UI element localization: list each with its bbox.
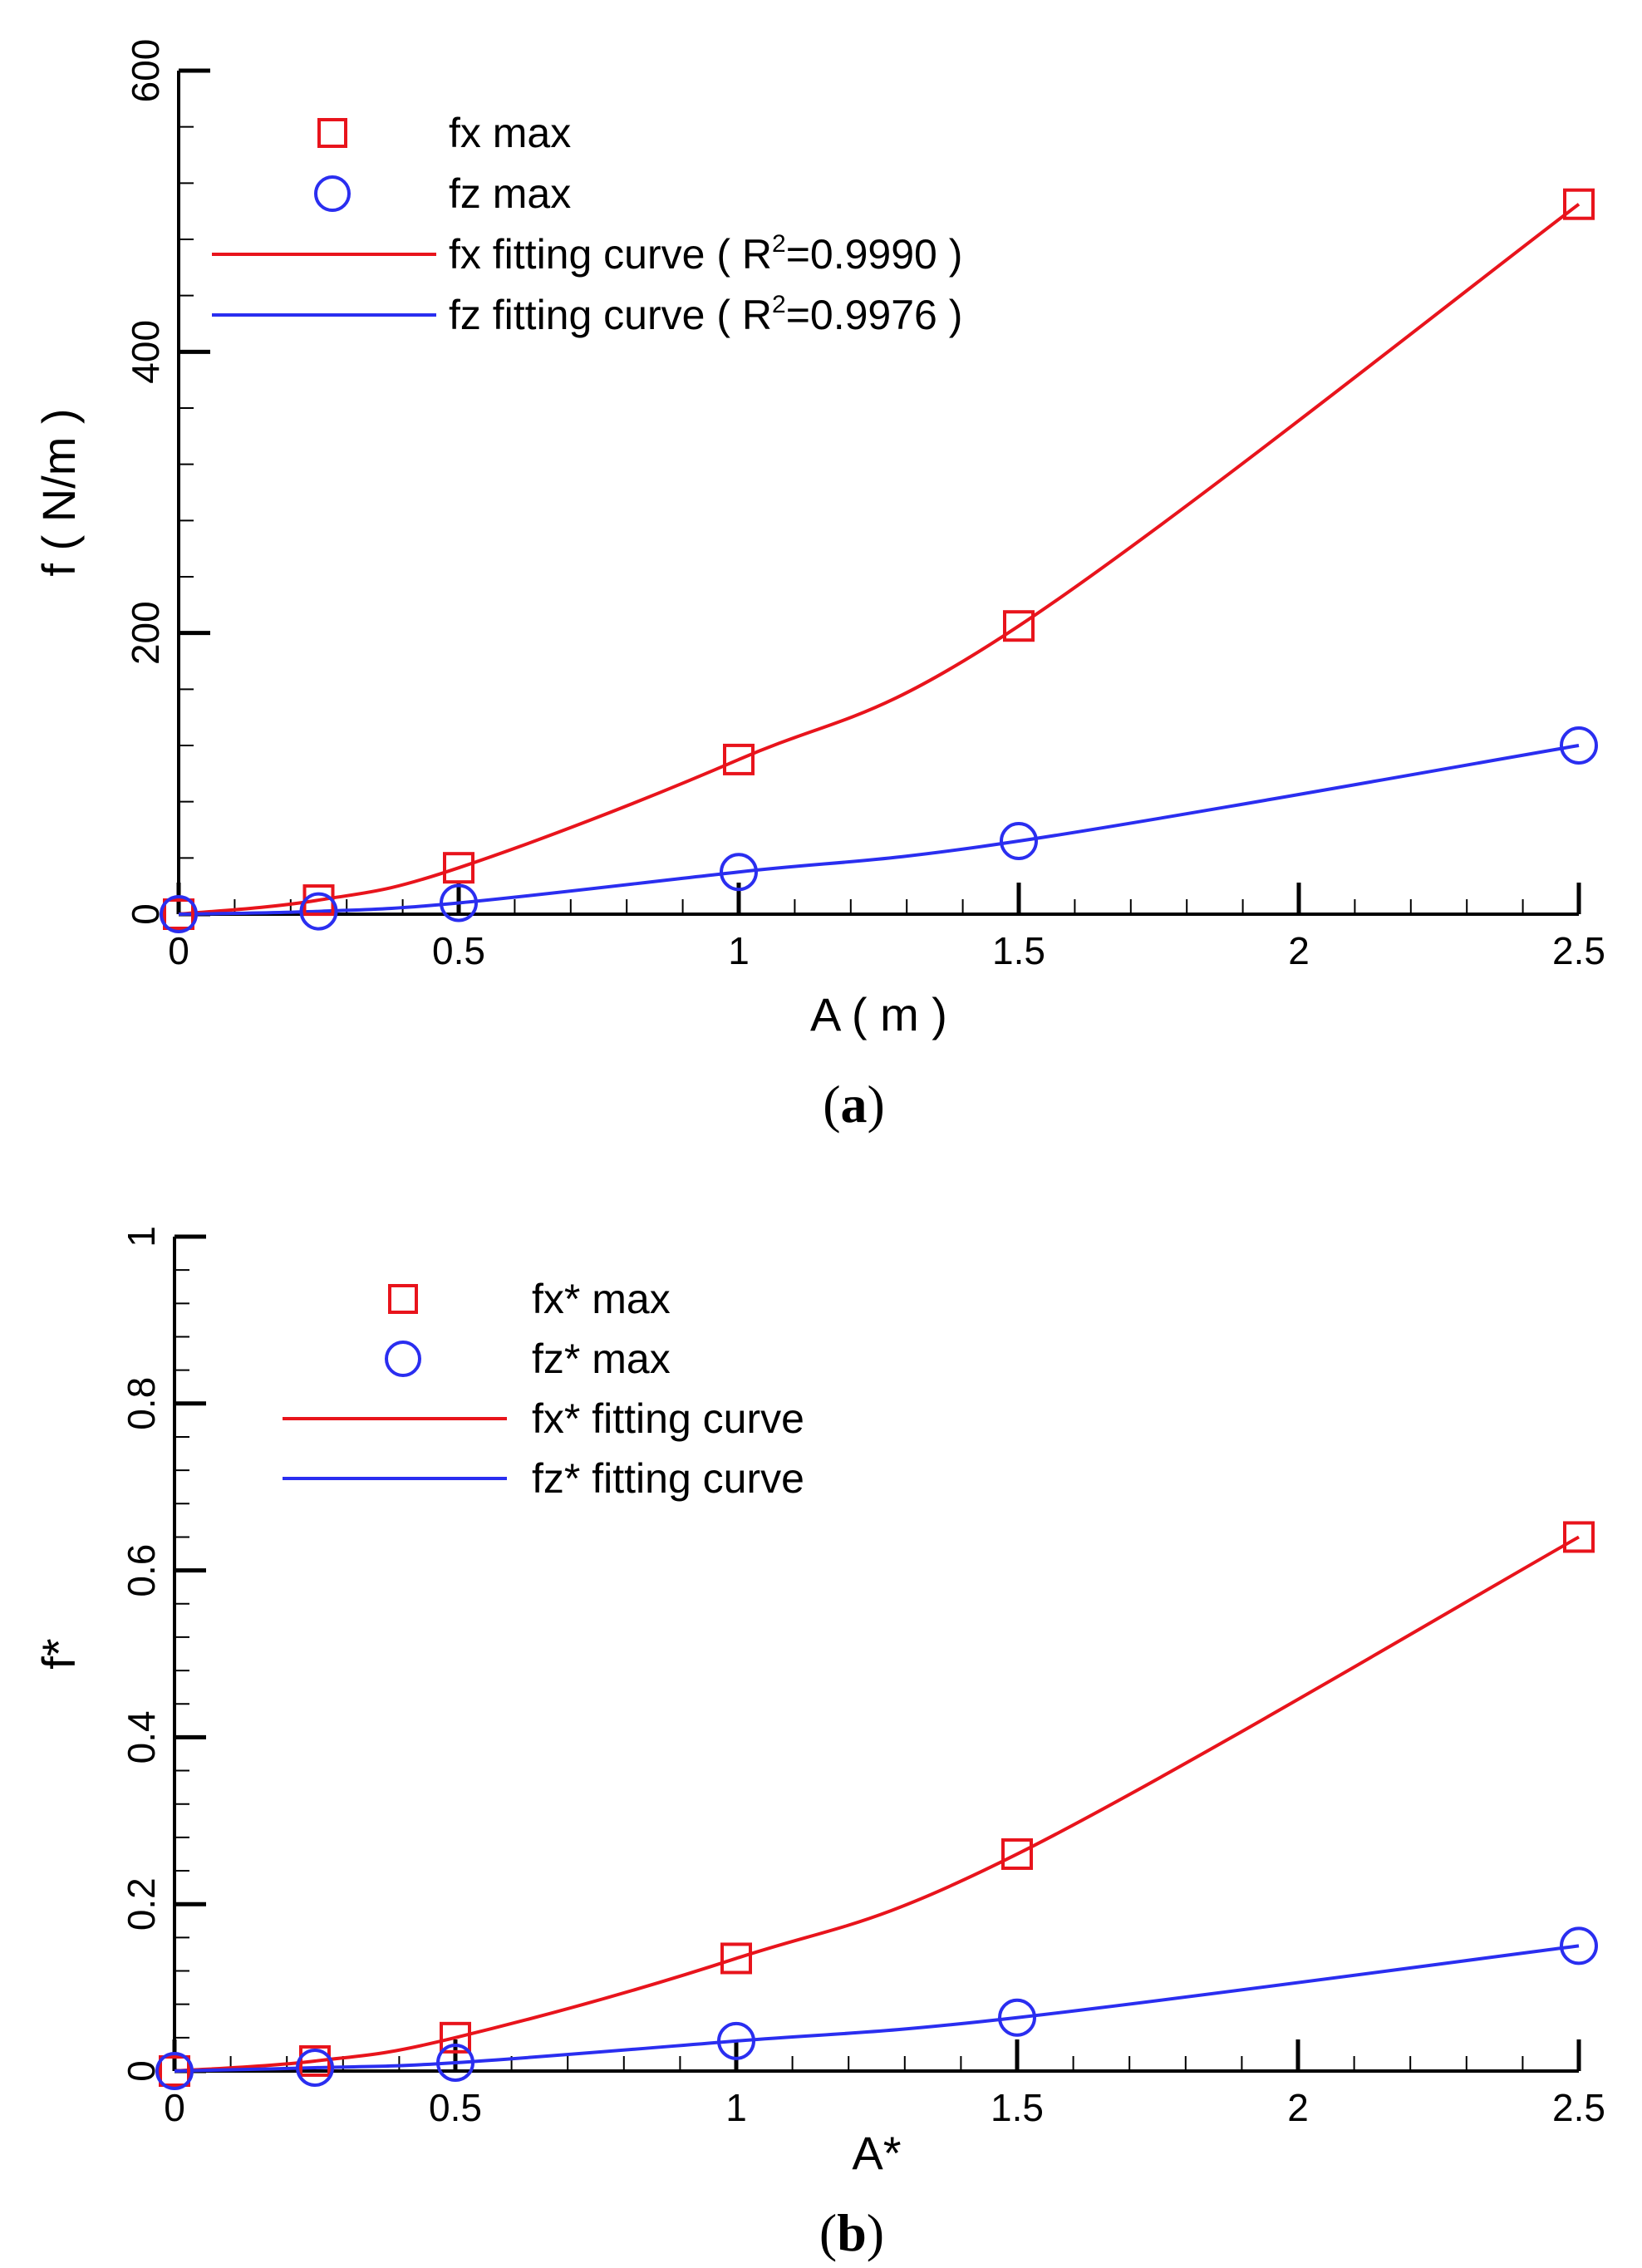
data-point-circle xyxy=(160,895,198,933)
legend-label: fx* max xyxy=(532,1276,671,1322)
y-tick-label: 600 xyxy=(124,39,167,103)
data-point-circle xyxy=(299,892,338,931)
x-axis-title: A ( m ) xyxy=(810,988,947,1041)
data-point-circle xyxy=(717,2021,755,2060)
panel-b-chart: 0 0.5 1 1.5 2 2.500.20.40.60.81A*f*fx* maxfz*… xyxy=(32,1226,1605,2262)
x-tick-label: 1.5 xyxy=(992,929,1045,972)
x-tick-label: 0.5 xyxy=(429,2086,482,2129)
legend-label: fz fitting curve ( R2=0.9976 ) xyxy=(449,291,962,338)
x-tick-label: 0 xyxy=(168,929,189,972)
data-point-circle xyxy=(155,2052,194,2090)
x-tick-label: 2 xyxy=(1288,929,1310,972)
x-tick-label: 1.5 xyxy=(991,2086,1044,2129)
data-point-square xyxy=(440,2021,471,2054)
x-tick-label: 2.5 xyxy=(1552,929,1605,972)
legend: fx* max fz* max fx* fitting curve fz* fitti… xyxy=(283,1276,804,1502)
legend-label: fz* fitting curve xyxy=(532,1455,804,1502)
y-tick-label: 200 xyxy=(124,601,167,665)
y-tick-label: 1 xyxy=(120,1226,163,1247)
data-point-square xyxy=(723,743,755,775)
data-point-circle xyxy=(1560,1926,1598,1965)
legend-label: fz max xyxy=(449,170,571,217)
x-axis-title: A* xyxy=(852,2127,901,2179)
data-point-circle xyxy=(720,853,758,892)
data-point-square xyxy=(720,1942,752,1975)
panel-caption: (b) xyxy=(819,2203,884,2262)
data-point-square xyxy=(1001,1838,1033,1870)
x-tick-label: 0 xyxy=(164,2086,185,2129)
data-point-circle xyxy=(440,883,478,922)
data-point-square xyxy=(1563,1521,1595,1553)
data-point-square xyxy=(159,2055,190,2087)
legend-square-marker xyxy=(388,1284,418,1314)
x-tick-label: 1 xyxy=(728,929,750,972)
legend: fx max fz max fx fitting curve ( R2=0.9990… xyxy=(212,110,962,338)
data-point-circle xyxy=(436,2043,474,2082)
x-tick-label: 2 xyxy=(1287,2086,1309,2129)
legend-label: fz* max xyxy=(532,1336,671,1382)
legend-label: fx max xyxy=(449,110,571,156)
y-tick-label: 0.2 xyxy=(120,1877,163,1931)
data-point-circle xyxy=(1000,822,1038,861)
data-point-square xyxy=(299,2044,331,2077)
series-line-fx xyxy=(174,1535,1580,2073)
y-axis-title: f ( N/m ) xyxy=(32,408,85,576)
y-tick-label: 0.4 xyxy=(120,1710,163,1764)
x-tick-label: 0.5 xyxy=(432,929,485,972)
legend-label: fx fitting curve ( R2=0.9990 ) xyxy=(449,230,962,278)
y-tick-label: 0.6 xyxy=(120,1544,163,1597)
legend-circle-marker xyxy=(314,175,351,212)
y-tick-label: 400 xyxy=(124,320,167,384)
y-tick-label: 0.8 xyxy=(120,1377,163,1430)
data-point-circle xyxy=(296,2048,334,2087)
data-point-circle xyxy=(998,1998,1036,2037)
x-tick-label: 2.5 xyxy=(1552,2086,1605,2129)
panel-caption: (a) xyxy=(823,1075,885,1134)
data-point-square xyxy=(1003,610,1035,642)
data-point-square xyxy=(1563,188,1595,220)
data-point-square xyxy=(443,852,474,884)
series-line-fz xyxy=(178,744,1580,916)
legend-circle-marker xyxy=(385,1341,421,1377)
data-point-square xyxy=(163,898,194,930)
x-tick-label: 1 xyxy=(725,2086,747,2129)
legend-label: fx* fitting curve xyxy=(532,1395,804,1442)
data-point-circle xyxy=(1560,726,1598,765)
series-line-fz xyxy=(174,1944,1580,2073)
y-axis-title: f* xyxy=(32,1638,85,1669)
legend-square-marker xyxy=(317,118,347,148)
